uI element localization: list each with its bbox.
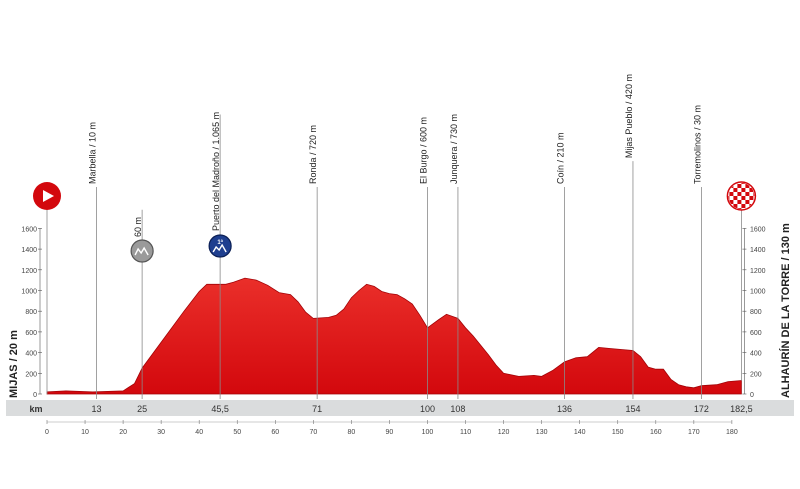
waypoint-label: Junquera / 730 m	[449, 114, 459, 184]
checker-square	[741, 188, 746, 192]
x-tick-label: 60	[271, 429, 279, 436]
checker-square	[745, 184, 750, 188]
km-axis-label: km	[29, 404, 42, 414]
x-tick-label: 70	[309, 429, 317, 436]
checker-square	[745, 192, 750, 196]
x-tick-label: 150	[612, 429, 624, 436]
y-tick-label: 1200	[21, 268, 37, 275]
x-tick-label: 180	[726, 429, 738, 436]
x-tick-label: 130	[536, 429, 548, 436]
waypoint-label: Ronda / 720 m	[308, 125, 318, 184]
checker-square	[749, 196, 754, 200]
y-tick-label: 1600	[21, 226, 37, 233]
y-tick-label: 1400	[750, 247, 766, 254]
checker-square	[733, 204, 738, 208]
checker-square	[741, 196, 746, 200]
x-tick-label: 160	[650, 429, 662, 436]
x-tick-label: 100	[422, 429, 434, 436]
km-mark: 108	[450, 404, 465, 414]
y-tick-label: 200	[25, 371, 37, 378]
checker-square	[741, 183, 746, 184]
km-mark: 25	[137, 404, 147, 414]
x-tick-label: 140	[574, 429, 586, 436]
x-tick-label: 120	[498, 429, 510, 436]
km-mark: 154	[625, 404, 640, 414]
waypoint-label: Mijas Pueblo / 420 m	[624, 74, 634, 158]
km-band	[6, 400, 794, 416]
waypoint-label: Torremolinos / 30 m	[692, 105, 702, 184]
y-tick-label: 1000	[750, 289, 766, 296]
checker-square	[729, 200, 734, 204]
checker-square	[749, 188, 754, 192]
x-tick-label: 20	[119, 429, 127, 436]
checker-square	[737, 184, 742, 188]
checker-square	[741, 204, 746, 208]
waypoint-label: Puerto del Madroño / 1.065 m	[211, 112, 221, 231]
km-mark: 182,5	[730, 404, 753, 414]
play-icon	[43, 190, 54, 202]
checker-square	[733, 196, 738, 200]
x-tick-label: 80	[347, 429, 355, 436]
checker-square	[728, 183, 730, 184]
checker-square	[729, 192, 734, 196]
checkered-flag-icon	[728, 183, 755, 209]
waypoint-label: El Burgo / 600 m	[419, 117, 429, 184]
x-tick-label: 110	[460, 429, 471, 436]
checker-square	[749, 183, 754, 184]
x-tick-label: 30	[157, 429, 165, 436]
x-tick-label: 50	[233, 429, 241, 436]
y-tick-label: 1000	[21, 289, 37, 296]
y-tick-label: 800	[25, 309, 37, 316]
km-mark: 71	[312, 404, 322, 414]
y-tick-label: 0	[750, 392, 754, 399]
km-mark: 136	[557, 404, 572, 414]
checker-square	[753, 208, 755, 209]
y-tick-label: 400	[750, 351, 762, 358]
mountain-glyph-icon	[134, 246, 149, 256]
checker-square	[737, 200, 742, 204]
y-tick-label: 0	[33, 392, 37, 399]
x-tick-label: 170	[688, 429, 700, 436]
checker-square	[753, 184, 755, 188]
checker-square	[753, 192, 755, 196]
y-tick-label: 1400	[21, 247, 37, 254]
waypoint-label: Marbella / 10 m	[88, 122, 98, 184]
km-mark: 100	[420, 404, 435, 414]
km-mark: 45,5	[211, 404, 229, 414]
climb-category-label: 1ª	[217, 239, 223, 246]
start-label: MIJAS / 20 m	[8, 330, 20, 398]
y-tick-label: 400	[25, 351, 37, 358]
y-tick-label: 1600	[750, 226, 766, 233]
y-tick-label: 600	[25, 330, 37, 337]
checker-square	[745, 200, 750, 204]
checker-square	[737, 208, 742, 209]
checker-square	[733, 188, 738, 192]
checker-square	[737, 192, 742, 196]
mountain-glyph-icon	[212, 243, 227, 253]
y-tick-label: 200	[750, 371, 762, 378]
checker-square	[728, 204, 730, 208]
y-tick-label: 800	[750, 309, 762, 316]
x-tick-label: 10	[81, 429, 89, 436]
y-tick-label: 1200	[750, 268, 766, 275]
y-tick-label: 600	[750, 330, 762, 337]
km-mark: 13	[91, 404, 101, 414]
waypoint-label: 60 m	[133, 217, 143, 237]
climb-cat1-icon	[208, 234, 232, 258]
checker-square	[729, 208, 734, 209]
finish-label: ALHAURÍN DE LA TORRE / 130 m	[779, 223, 792, 398]
waypoint-label: Coín / 210 m	[556, 132, 566, 184]
checker-square	[728, 196, 730, 200]
km-mark: 172	[694, 404, 709, 414]
x-tick-label: 90	[386, 429, 394, 436]
x-tick-label: 40	[195, 429, 203, 436]
x-tick-label: 0	[45, 429, 49, 436]
elevation-area	[46, 277, 742, 395]
